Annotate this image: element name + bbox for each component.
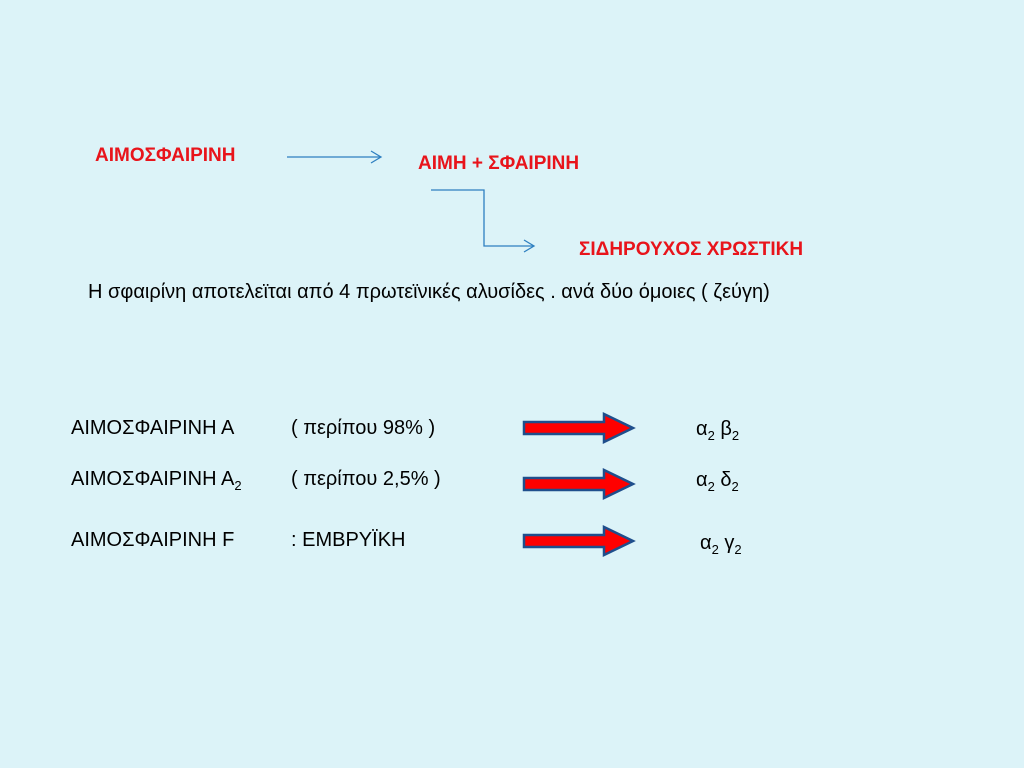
block-arrow-hba2 (522, 468, 636, 500)
globin-description: Η σφαιρίνη αποτελεϊται από 4 πρωτεϊνικές… (88, 281, 770, 303)
row-name-text: ΑΙΜΟΣΦΑΙΡΙΝΗ Α (71, 417, 235, 439)
chain-alpha: α (696, 469, 708, 491)
chain-delta: δ (720, 469, 732, 491)
chain-delta-subscript: 2 (731, 479, 739, 494)
chain-beta: β (720, 418, 732, 440)
iron-pigment-label: ΣΙΔΗΡΟΥΧΟΣ ΧΡΩΣΤΙΚΗ (579, 239, 804, 260)
chain-alpha-subscript: 2 (707, 428, 715, 443)
hemoglobin-label: ΑΙΜΟΣΦΑΙΡΙΝΗ (95, 145, 236, 166)
chain-beta-subscript: 2 (731, 428, 740, 443)
arrow-hemoglobin-to-components (287, 150, 383, 164)
chain-alpha: α (700, 532, 712, 554)
chain-alpha-subscript: 2 (707, 479, 715, 494)
chain-gamma: γ (724, 532, 735, 554)
hemoglobin-a2-percentage: ( περίπου 2,5% ) (291, 468, 441, 490)
hemoglobin-a2-name: ΑΙΜΟΣΦΑΙΡΙΝΗ Α2 (71, 468, 242, 493)
hemoglobin-a-chains: α2 β2 (696, 418, 740, 443)
hemoglobin-f-embryonic: : ΕΜΒΡΥΪΚΗ (291, 529, 406, 551)
block-arrow-hbf (522, 525, 636, 557)
chain-alpha-subscript: 2 (711, 542, 719, 557)
row-name-subscript: 2 (234, 478, 242, 493)
hemoglobin-a2-chains: α2 δ2 (696, 469, 739, 494)
block-arrow-hba (522, 412, 636, 444)
row-name-text: ΑΙΜΟΣΦΑΙΡΙΝΗ F (71, 529, 235, 551)
chain-gamma-subscript: 2 (734, 542, 742, 557)
hemoglobin-a-percentage: ( περίπου 98% ) (291, 417, 436, 439)
heme-plus-globin-label: ΑΙΜΗ + ΣΦΑΙΡΙΝΗ (418, 153, 580, 174)
row-name-text: ΑΙΜΟΣΦΑΙΡΙΝΗ Α (71, 468, 235, 490)
arrow-heme-to-pigment (431, 189, 536, 253)
chain-alpha: α (696, 418, 708, 440)
hemoglobin-f-name: ΑΙΜΟΣΦΑΙΡΙΝΗ F (71, 529, 234, 552)
hemoglobin-f-chains: α2 γ2 (700, 532, 742, 557)
hemoglobin-a-name: ΑΙΜΟΣΦΑΙΡΙΝΗ Α (71, 417, 234, 440)
